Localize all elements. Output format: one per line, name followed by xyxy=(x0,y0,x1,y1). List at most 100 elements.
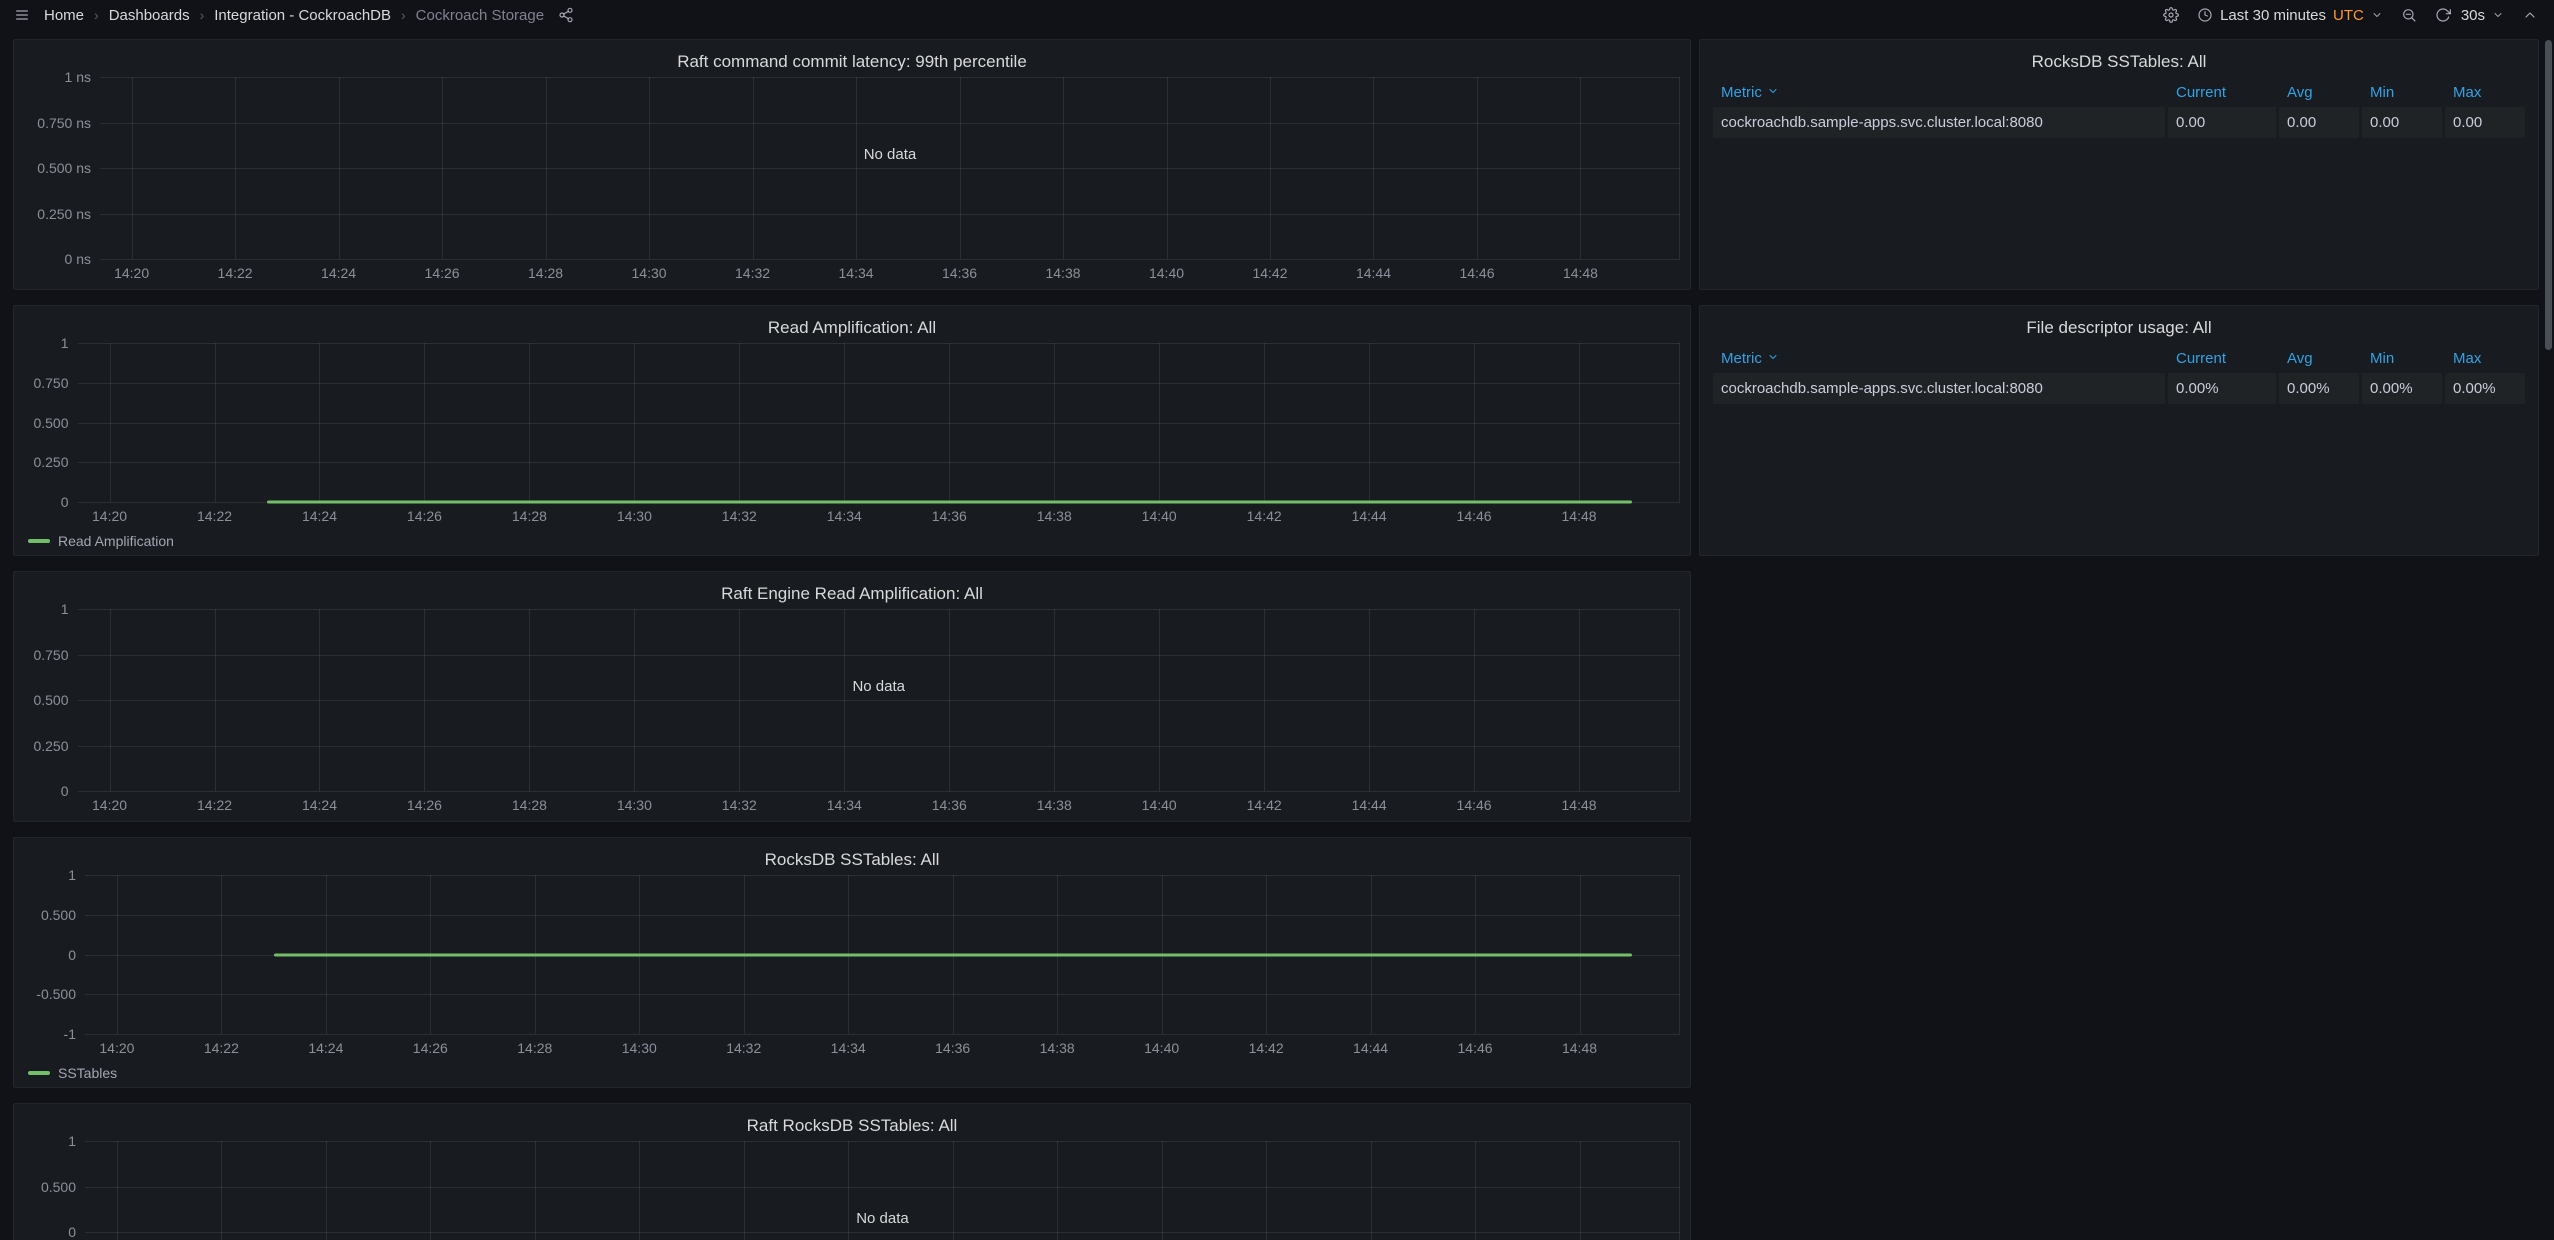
refresh-interval-label: 30s xyxy=(2460,6,2485,24)
refresh-interval-picker[interactable]: 30s xyxy=(2461,7,2504,24)
panel-title[interactable]: RocksDB SSTables: All xyxy=(764,850,940,869)
column-header-current[interactable]: Current xyxy=(2168,77,2276,107)
y-tick-label: 1 ns xyxy=(64,69,91,86)
gridline xyxy=(85,994,1680,996)
menu-icon[interactable] xyxy=(14,7,30,23)
panel-title[interactable]: RocksDB SSTables: All xyxy=(2031,52,2207,71)
zoom-out-icon[interactable] xyxy=(2401,7,2417,23)
x-tick-label: 14:36 xyxy=(931,797,967,813)
column-header-avg[interactable]: Avg xyxy=(2279,77,2359,107)
no-data-text: No data xyxy=(856,1210,909,1228)
column-header-min[interactable]: Min xyxy=(2362,77,2442,107)
column-header-label: Avg xyxy=(2287,350,2313,368)
x-tick-label: 14:26 xyxy=(406,508,442,524)
no-data-text: No data xyxy=(852,678,906,696)
breadcrumb-home[interactable]: Home xyxy=(44,6,85,24)
x-tick-label: 14:24 xyxy=(321,265,357,281)
x-axis: 14:20 14:22 14:24 14:26 14:28 14:30 14:32 14:34… xyxy=(100,259,1680,285)
x-tick-label: 14:46 xyxy=(1459,265,1495,281)
gridline xyxy=(1159,609,1161,791)
column-header-label: Min xyxy=(2370,350,2395,368)
x-tick-label: 14:22 xyxy=(203,1040,239,1056)
x-tick-label: 14:30 xyxy=(616,797,652,813)
panel-title[interactable]: Raft Engine Read Amplification: All xyxy=(721,584,983,603)
x-tick-label: 14:38 xyxy=(1045,265,1081,281)
x-tick-label: 14:44 xyxy=(1355,265,1391,281)
x-tick-label: 14:28 xyxy=(511,508,547,524)
gridline xyxy=(442,77,444,259)
column-header-max[interactable]: Max xyxy=(2445,77,2525,107)
y-tick-label: 0.250 xyxy=(33,737,69,754)
gridline xyxy=(77,422,1680,424)
gridline xyxy=(221,1141,223,1240)
panel-title[interactable]: Raft command commit latency: 99th percen… xyxy=(677,52,1027,71)
y-tick-label: 0.250 xyxy=(33,454,69,471)
x-tick-label: 14:22 xyxy=(196,508,233,524)
gridline xyxy=(85,1186,1680,1188)
gridline xyxy=(235,77,237,259)
panel-title[interactable]: File descriptor usage: All xyxy=(2026,318,2212,337)
gridline xyxy=(1475,1141,1477,1240)
metric-cell: cockroachdb.sample-apps.svc.cluster.loca… xyxy=(1713,373,2165,404)
column-header-current[interactable]: Current xyxy=(2168,343,2276,373)
gridline xyxy=(1580,77,1582,259)
scrollbar[interactable] xyxy=(2544,32,2552,1240)
gridline xyxy=(1474,609,1476,791)
chevron-right-icon: › xyxy=(401,7,406,23)
gridline xyxy=(1579,343,1581,502)
gridline xyxy=(529,609,531,791)
refresh-icon[interactable] xyxy=(2435,7,2451,23)
scrollbar-thumb[interactable] xyxy=(2545,40,2552,350)
y-tick-label: 0.250 ns xyxy=(37,205,91,222)
y-axis: 1 ns 0.750 ns 0.500 ns 0.250 ns 0 ns xyxy=(24,70,100,266)
dashboard-column-right: RocksDB SSTables: All Metric Current Avg Min… xyxy=(1699,39,2539,571)
column-header-max[interactable]: Max xyxy=(2445,343,2525,373)
value-cell: 0.00 xyxy=(2279,107,2359,138)
time-range-picker[interactable]: Last 30 minutes UTC xyxy=(2197,7,2383,24)
x-tick-label: 14:26 xyxy=(412,1040,448,1056)
panel-title[interactable]: Raft RocksDB SSTables: All xyxy=(746,1116,958,1135)
navbar-actions: Last 30 minutes UTC 30s xyxy=(2163,7,2538,24)
x-tick-label: 14:30 xyxy=(631,265,667,281)
gridline xyxy=(77,462,1680,464)
share-icon[interactable] xyxy=(558,7,574,23)
plot-area: No data xyxy=(85,1141,1680,1240)
gridline xyxy=(424,343,426,502)
chevron-up-icon[interactable] xyxy=(2522,7,2538,23)
breadcrumb-dashboards[interactable]: Dashboards xyxy=(108,6,190,24)
legend-item[interactable]: Read Amplification xyxy=(28,533,174,549)
x-tick-label: 14:46 xyxy=(1456,797,1492,813)
gear-icon[interactable] xyxy=(2163,7,2180,23)
gridline xyxy=(739,343,741,502)
gridline xyxy=(85,1141,1680,1143)
x-tick-label: 14:40 xyxy=(1148,265,1185,281)
column-header-avg[interactable]: Avg xyxy=(2279,343,2359,373)
y-tick-label: 0.500 xyxy=(40,907,76,924)
x-tick-label: 14:26 xyxy=(424,265,460,281)
x-tick-label: 14:34 xyxy=(826,797,862,813)
chart-panel-raft-rocksdb-sstables-all: Raft RocksDB SSTables: All 10.5000-0.500-… xyxy=(13,1103,1691,1240)
x-tick-label: 14:20 xyxy=(99,1040,135,1056)
gridline xyxy=(100,168,1680,170)
gridline xyxy=(739,609,741,791)
y-tick-label: 0.500 xyxy=(40,1178,76,1195)
x-tick-label: 14:48 xyxy=(1561,508,1597,524)
gridline xyxy=(116,1141,118,1240)
plot-area xyxy=(77,343,1680,504)
gridline xyxy=(1679,1141,1680,1240)
legend-item[interactable]: SSTables xyxy=(28,1065,117,1081)
series-line xyxy=(273,953,1632,957)
gridline xyxy=(1679,875,1680,1034)
table-header-row: Metric Current Avg Min Max xyxy=(1713,77,2525,107)
gridline xyxy=(743,1141,745,1240)
gridline xyxy=(844,343,846,502)
plot-area: No data xyxy=(100,77,1680,260)
column-header-min[interactable]: Min xyxy=(2362,343,2442,373)
column-header-metric[interactable]: Metric xyxy=(1713,343,2165,373)
panel-title[interactable]: Read Amplification: All xyxy=(767,318,937,337)
column-header-metric[interactable]: Metric xyxy=(1713,77,2165,107)
sort-caret-icon xyxy=(1767,350,1779,367)
breadcrumb-dashboard-name[interactable]: Integration - CockroachDB xyxy=(214,6,391,24)
